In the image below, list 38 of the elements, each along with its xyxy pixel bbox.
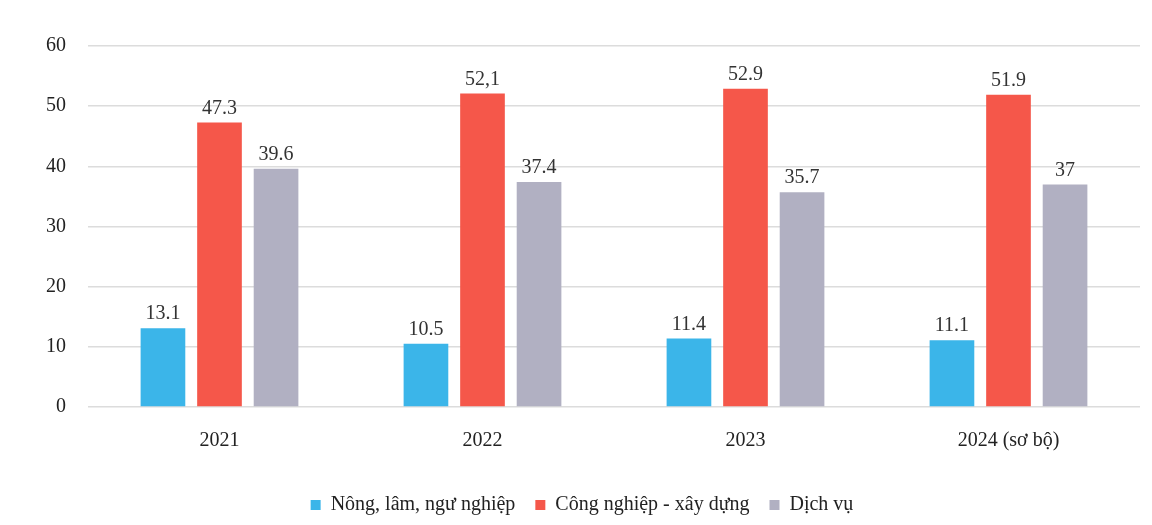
bar — [253, 168, 299, 407]
data-label: 39.6 — [258, 141, 294, 164]
data-label: 11.1 — [934, 313, 970, 336]
bar — [197, 122, 242, 407]
data-label: 37 — [1055, 157, 1076, 180]
bar — [140, 328, 186, 407]
y-tick-label: 20 — [46, 273, 66, 296]
legend-label: Nông, lâm, ngư nghiệp — [330, 492, 516, 516]
x-tick-label: 2024 (sơ bộ) — [957, 428, 1060, 452]
data-label: 52.9 — [728, 61, 763, 84]
bar — [929, 340, 975, 407]
y-tick-label: 10 — [46, 334, 66, 357]
y-tick-label: 40 — [46, 153, 66, 176]
legend-label: Công nghiệp - xây dựng — [555, 492, 750, 516]
bar — [403, 343, 449, 407]
y-tick-label: 50 — [46, 93, 66, 116]
bar — [723, 88, 768, 407]
y-tick-label: 60 — [46, 33, 66, 56]
x-tick-label: 2023 — [725, 428, 766, 451]
bar — [516, 181, 562, 407]
bar — [779, 192, 825, 407]
bar — [1042, 184, 1088, 407]
bar — [666, 338, 712, 407]
x-tick-label: 2021 — [199, 428, 240, 451]
data-label: 10.5 — [408, 317, 444, 340]
bar — [986, 94, 1031, 407]
y-tick-label: 30 — [46, 213, 66, 236]
y-tick-label: 0 — [56, 394, 66, 417]
data-label: 11.4 — [671, 311, 707, 334]
data-label: 47.3 — [202, 95, 237, 118]
data-label: 13.1 — [145, 301, 181, 324]
data-label: 35.7 — [784, 165, 820, 188]
x-tick-label: 2022 — [462, 428, 503, 451]
legend-label: Dịch vụ — [789, 492, 854, 515]
data-label: 37.4 — [521, 155, 557, 178]
bar — [460, 93, 505, 407]
data-label: 51.9 — [991, 67, 1026, 90]
data-label: 52,1 — [465, 66, 500, 89]
